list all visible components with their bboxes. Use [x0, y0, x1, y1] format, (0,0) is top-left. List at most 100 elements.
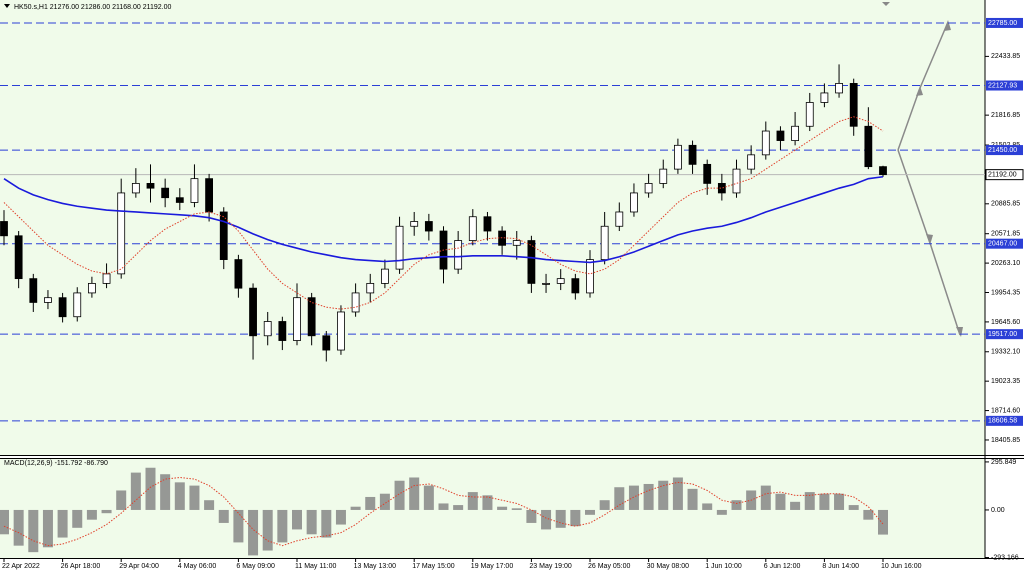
macd-bar — [0, 509, 9, 535]
candle-body — [175, 197, 184, 203]
macd-bar — [306, 509, 317, 535]
candle-body — [380, 268, 389, 284]
macd-bar — [292, 509, 302, 530]
candle-body — [14, 235, 23, 280]
x-tick-label: 11 May 11:00 — [295, 563, 336, 570]
level-label: 22127.93 — [988, 82, 1017, 89]
candle-body — [747, 154, 756, 170]
macd-bar — [570, 509, 581, 527]
macd-bar — [599, 500, 610, 510]
x-tick-label: 6 Jun 12:00 — [764, 563, 801, 570]
price-panel — [0, 0, 985, 455]
level-label: 22785.00 — [988, 20, 1017, 27]
y-tick-label: -293.166 — [991, 554, 1019, 561]
macd-bar — [42, 509, 53, 548]
macd-bar — [28, 509, 39, 553]
candle-body — [205, 178, 214, 213]
macd-bar — [409, 477, 420, 510]
y-tick-label: 20885.85 — [991, 201, 1020, 208]
candle-body — [849, 83, 858, 127]
macd-bar — [335, 509, 346, 525]
shift-marker — [882, 2, 890, 6]
macd-bar — [116, 490, 127, 510]
y-tick-label: 22433.85 — [991, 53, 1020, 60]
macd-bar — [248, 509, 259, 556]
macd-bar — [731, 500, 742, 510]
macd-bar — [643, 483, 654, 510]
macd-bar — [101, 509, 112, 514]
level-label: 18606.58 — [988, 418, 1017, 425]
macd-bar — [834, 493, 845, 510]
y-tick-label: 19023.35 — [991, 378, 1020, 385]
candle-body — [293, 297, 301, 341]
candle-body — [600, 225, 609, 260]
y-tick-label: 19645.60 — [991, 319, 1020, 326]
y-tick-label: 0.00 — [991, 507, 1005, 514]
candle-body — [483, 216, 492, 232]
macd-bar — [86, 509, 97, 520]
candle-body — [117, 192, 126, 275]
candle-body — [527, 240, 536, 284]
level-label-box — [986, 238, 1023, 249]
macd-bar — [423, 485, 434, 510]
arrow-head — [916, 86, 923, 96]
macd-bar — [13, 509, 24, 546]
level-label: 20467.00 — [988, 241, 1017, 248]
macd-bar — [350, 506, 361, 510]
candle-body — [761, 130, 770, 156]
candle-body — [835, 83, 843, 94]
x-tick-label: 8 Jun 14:00 — [822, 563, 859, 570]
candle-body — [424, 221, 433, 232]
moving-average — [3, 175, 884, 264]
y-tick-label: 19954.35 — [991, 289, 1020, 296]
menu-arrow[interactable] — [4, 4, 10, 8]
candle-body — [44, 297, 52, 303]
macd-bar — [511, 508, 522, 510]
candle-body — [263, 321, 272, 337]
x-tick-label: 30 May 08:00 — [647, 563, 690, 570]
candle-body — [88, 282, 96, 294]
macd-bar — [555, 509, 566, 528]
candle-body — [322, 335, 331, 351]
x-tick-label: 26 May 05:00 — [588, 563, 631, 570]
candle-body — [219, 211, 228, 260]
macd-bar — [526, 509, 537, 523]
macd-bar — [716, 509, 727, 515]
macd-bar — [702, 503, 713, 510]
macd-bar — [145, 467, 156, 510]
candle-body — [131, 183, 140, 194]
candle-body — [556, 278, 565, 284]
candle-body — [864, 125, 873, 168]
macd-bar — [775, 493, 786, 510]
level-label-box — [986, 329, 1023, 340]
macd-bar — [130, 472, 141, 510]
macd-bar — [365, 496, 376, 510]
candle-body — [776, 130, 785, 141]
x-tick-label: 6 May 09:00 — [236, 563, 275, 570]
macd-bar — [804, 492, 815, 510]
macd-bar — [204, 500, 215, 510]
level-label-box — [986, 80, 1023, 91]
y-tick-label: 18405.85 — [991, 437, 1020, 444]
macd-bar — [658, 480, 669, 510]
candle-body — [366, 282, 375, 294]
macd-bar — [848, 505, 859, 510]
macd-bar — [790, 501, 801, 510]
candle-body — [468, 216, 477, 241]
macd-bar — [687, 488, 698, 510]
macd-bar — [321, 509, 332, 538]
candle-body — [703, 163, 712, 184]
macd-bar — [57, 509, 68, 538]
candle-body — [512, 240, 521, 246]
macd-bar — [233, 509, 244, 543]
candle-body — [791, 125, 799, 141]
candle-body — [542, 282, 550, 285]
x-tick-label: 10 Jun 16:00 — [881, 563, 922, 570]
macd-bar — [262, 509, 273, 551]
level-label: 19517.00 — [988, 331, 1017, 338]
macd-bar — [394, 480, 405, 510]
macd-bar — [379, 493, 390, 510]
macd-bar — [628, 485, 639, 510]
macd-title: MACD(12,26,9) -151.792 -86.790 — [4, 460, 108, 467]
